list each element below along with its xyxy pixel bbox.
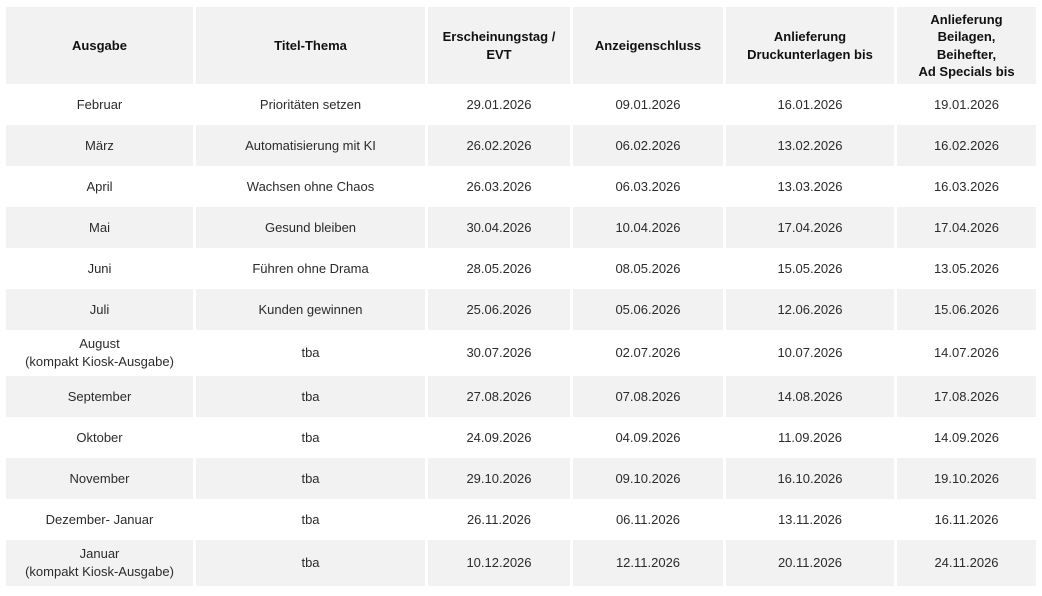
table-row: Juli Kunden gewinnen 25.06.2026 05.06.20…: [6, 289, 1036, 330]
table-row: August (kompakt Kiosk-Ausgabe) tba 30.07…: [6, 330, 1036, 376]
table-row: Februar Prioritäten setzen 29.01.2026 09…: [6, 84, 1036, 125]
cell-beilagen: 16.02.2026: [897, 125, 1036, 166]
cell-druckunterlagen: 10.07.2026: [726, 330, 894, 376]
cell-beilagen: 19.10.2026: [897, 458, 1036, 499]
cell-anzeigenschluss: 09.01.2026: [573, 84, 723, 125]
cell-anzeigenschluss: 07.08.2026: [573, 376, 723, 417]
table-row: Dezember- Januar tba 26.11.2026 06.11.20…: [6, 499, 1036, 540]
cell-druckunterlagen: 13.03.2026: [726, 166, 894, 207]
cell-beilagen: 14.09.2026: [897, 417, 1036, 458]
cell-ausgabe: August (kompakt Kiosk-Ausgabe): [6, 330, 193, 376]
cell-druckunterlagen: 20.11.2026: [726, 540, 894, 586]
cell-beilagen: 24.11.2026: [897, 540, 1036, 586]
table-row: April Wachsen ohne Chaos 26.03.2026 06.0…: [6, 166, 1036, 207]
cell-ausgabe: Juni: [6, 248, 193, 289]
cell-ausgabe: Februar: [6, 84, 193, 125]
cell-beilagen: 14.07.2026: [897, 330, 1036, 376]
cell-beilagen: 17.08.2026: [897, 376, 1036, 417]
cell-titel-thema: tba: [196, 417, 425, 458]
cell-anzeigenschluss: 06.03.2026: [573, 166, 723, 207]
cell-titel-thema: Wachsen ohne Chaos: [196, 166, 425, 207]
cell-anzeigenschluss: 05.06.2026: [573, 289, 723, 330]
cell-beilagen: 17.04.2026: [897, 207, 1036, 248]
cell-titel-thema: Führen ohne Drama: [196, 248, 425, 289]
cell-ausgabe: Juli: [6, 289, 193, 330]
cell-ausgabe: Mai: [6, 207, 193, 248]
cell-druckunterlagen: 14.08.2026: [726, 376, 894, 417]
cell-titel-thema: Gesund bleiben: [196, 207, 425, 248]
cell-ausgabe: März: [6, 125, 193, 166]
column-header-erscheinungstag-evt: Erscheinungstag / EVT: [428, 7, 570, 84]
cell-titel-thema: tba: [196, 330, 425, 376]
table-row: Oktober tba 24.09.2026 04.09.2026 11.09.…: [6, 417, 1036, 458]
table-row: März Automatisierung mit KI 26.02.2026 0…: [6, 125, 1036, 166]
cell-erscheinungstag: 10.12.2026: [428, 540, 570, 586]
cell-titel-thema: tba: [196, 376, 425, 417]
cell-anzeigenschluss: 02.07.2026: [573, 330, 723, 376]
cell-druckunterlagen: 16.10.2026: [726, 458, 894, 499]
cell-beilagen: 15.06.2026: [897, 289, 1036, 330]
cell-titel-thema: tba: [196, 540, 425, 586]
cell-ausgabe: Oktober: [6, 417, 193, 458]
cell-anzeigenschluss: 04.09.2026: [573, 417, 723, 458]
cell-erscheinungstag: 30.04.2026: [428, 207, 570, 248]
cell-titel-thema: tba: [196, 499, 425, 540]
cell-ausgabe: Januar (kompakt Kiosk-Ausgabe): [6, 540, 193, 586]
cell-titel-thema: Prioritäten setzen: [196, 84, 425, 125]
cell-druckunterlagen: 13.11.2026: [726, 499, 894, 540]
cell-erscheinungstag: 24.09.2026: [428, 417, 570, 458]
cell-anzeigenschluss: 06.02.2026: [573, 125, 723, 166]
cell-erscheinungstag: 28.05.2026: [428, 248, 570, 289]
table-row: November tba 29.10.2026 09.10.2026 16.10…: [6, 458, 1036, 499]
table-row: Juni Führen ohne Drama 28.05.2026 08.05.…: [6, 248, 1036, 289]
cell-druckunterlagen: 12.06.2026: [726, 289, 894, 330]
cell-ausgabe: September: [6, 376, 193, 417]
cell-ausgabe: Dezember- Januar: [6, 499, 193, 540]
cell-druckunterlagen: 15.05.2026: [726, 248, 894, 289]
column-header-titel-thema: Titel-Thema: [196, 7, 425, 84]
table-row: Mai Gesund bleiben 30.04.2026 10.04.2026…: [6, 207, 1036, 248]
column-header-anzeigenschluss: Anzeigenschluss: [573, 7, 723, 84]
cell-titel-thema: tba: [196, 458, 425, 499]
cell-erscheinungstag: 25.06.2026: [428, 289, 570, 330]
cell-anzeigenschluss: 10.04.2026: [573, 207, 723, 248]
table-row: Januar (kompakt Kiosk-Ausgabe) tba 10.12…: [6, 540, 1036, 586]
cell-erscheinungstag: 29.01.2026: [428, 84, 570, 125]
header-row: Ausgabe Titel-Thema Erscheinungstag / EV…: [6, 7, 1036, 84]
cell-druckunterlagen: 16.01.2026: [726, 84, 894, 125]
cell-erscheinungstag: 26.03.2026: [428, 166, 570, 207]
cell-druckunterlagen: 11.09.2026: [726, 417, 894, 458]
cell-erscheinungstag: 26.11.2026: [428, 499, 570, 540]
cell-anzeigenschluss: 08.05.2026: [573, 248, 723, 289]
cell-erscheinungstag: 30.07.2026: [428, 330, 570, 376]
column-header-anlieferung-beilagen: Anlieferung Beilagen, Beihefter, Ad Spec…: [897, 7, 1036, 84]
cell-erscheinungstag: 29.10.2026: [428, 458, 570, 499]
cell-druckunterlagen: 17.04.2026: [726, 207, 894, 248]
table-row: September tba 27.08.2026 07.08.2026 14.0…: [6, 376, 1036, 417]
cell-titel-thema: Automatisierung mit KI: [196, 125, 425, 166]
cell-anzeigenschluss: 06.11.2026: [573, 499, 723, 540]
column-header-ausgabe: Ausgabe: [6, 7, 193, 84]
cell-beilagen: 16.11.2026: [897, 499, 1036, 540]
cell-ausgabe: November: [6, 458, 193, 499]
column-header-anlieferung-druckunterlagen: Anlieferung Druckunterlagen bis: [726, 7, 894, 84]
cell-druckunterlagen: 13.02.2026: [726, 125, 894, 166]
cell-beilagen: 19.01.2026: [897, 84, 1036, 125]
cell-anzeigenschluss: 12.11.2026: [573, 540, 723, 586]
cell-erscheinungstag: 27.08.2026: [428, 376, 570, 417]
cell-beilagen: 13.05.2026: [897, 248, 1036, 289]
cell-titel-thema: Kunden gewinnen: [196, 289, 425, 330]
publication-schedule-table: Ausgabe Titel-Thema Erscheinungstag / EV…: [3, 7, 1039, 586]
cell-beilagen: 16.03.2026: [897, 166, 1036, 207]
cell-erscheinungstag: 26.02.2026: [428, 125, 570, 166]
cell-ausgabe: April: [6, 166, 193, 207]
cell-anzeigenschluss: 09.10.2026: [573, 458, 723, 499]
